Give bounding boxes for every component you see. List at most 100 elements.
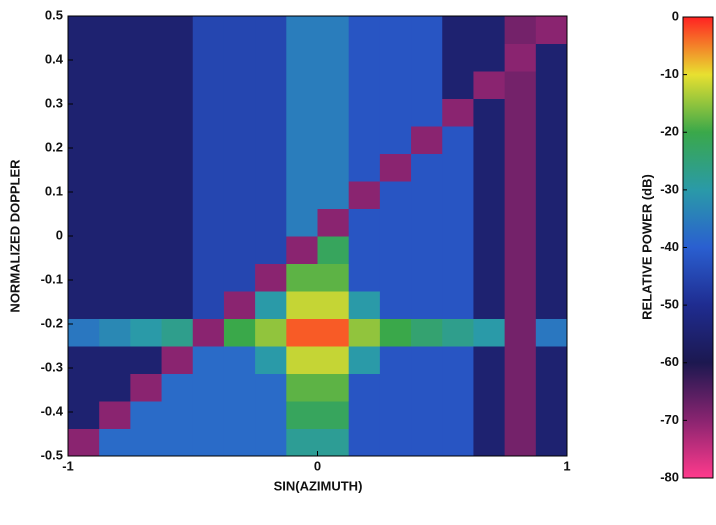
heatmap-cell xyxy=(442,346,474,374)
heatmap-cell xyxy=(318,44,350,72)
heatmap-cell xyxy=(318,264,350,292)
heatmap-cell xyxy=(349,264,381,292)
heatmap-cell xyxy=(536,374,568,402)
heatmap-cell xyxy=(130,236,162,264)
heatmap-cell xyxy=(224,374,256,402)
heatmap-cell xyxy=(224,346,256,374)
heatmap-cell xyxy=(99,291,131,319)
heatmap-cell xyxy=(380,236,412,264)
heatmap-cell xyxy=(224,209,256,237)
heatmap-cell xyxy=(411,16,443,44)
heatmap-cell xyxy=(99,209,131,237)
heatmap-cell xyxy=(380,71,412,99)
heatmap-cell xyxy=(255,236,287,264)
x-tick-label: 1 xyxy=(563,458,570,473)
colorbar xyxy=(683,17,713,478)
heatmap-cell xyxy=(255,209,287,237)
heatmap-cell xyxy=(255,99,287,127)
heatmap-cell xyxy=(162,401,194,429)
heatmap-cell xyxy=(193,99,225,127)
heatmap-cell xyxy=(536,236,568,264)
heatmap-cell xyxy=(473,401,505,429)
heatmap-cell xyxy=(130,264,162,292)
heatmap-cell xyxy=(193,126,225,154)
heatmap-cell xyxy=(380,154,412,182)
heatmap-cell xyxy=(473,16,505,44)
heatmap-cell xyxy=(536,291,568,319)
colorbar-tick-label: -80 xyxy=(660,469,679,484)
heatmap-cell xyxy=(380,429,412,457)
heatmap-cell xyxy=(286,236,318,264)
heatmap-cell xyxy=(68,99,100,127)
heatmap-cell xyxy=(505,71,537,99)
heatmap-cell xyxy=(162,16,194,44)
heatmap-cell xyxy=(68,264,100,292)
heatmap-cell xyxy=(505,401,537,429)
heatmap-cell xyxy=(380,44,412,72)
heatmap-cell xyxy=(318,374,350,402)
heatmap-cell xyxy=(411,346,443,374)
heatmap-cell xyxy=(255,401,287,429)
heatmap-cell xyxy=(99,374,131,402)
heatmap-cell xyxy=(99,16,131,44)
heatmap-cell xyxy=(162,71,194,99)
heatmap-cell xyxy=(318,126,350,154)
heatmap-cell xyxy=(318,346,350,374)
heatmap-cell xyxy=(286,154,318,182)
y-tick-label: -0.2 xyxy=(41,315,63,330)
heatmap-cell xyxy=(536,181,568,209)
heatmap-cell xyxy=(68,181,100,209)
heatmap-cell xyxy=(68,291,100,319)
y-tick-label: 0.5 xyxy=(45,7,63,22)
heatmap-cell xyxy=(286,99,318,127)
heatmap-cell xyxy=(130,429,162,457)
heatmap-cell xyxy=(130,126,162,154)
heatmap-cell xyxy=(380,291,412,319)
heatmap-cell xyxy=(162,209,194,237)
heatmap-cell xyxy=(411,401,443,429)
heatmap-cell xyxy=(255,291,287,319)
heatmap-cell xyxy=(255,126,287,154)
heatmap-cell xyxy=(411,126,443,154)
heatmap-cell xyxy=(318,71,350,99)
heatmap-cell xyxy=(286,16,318,44)
heatmap-cell xyxy=(224,291,256,319)
heatmap-cell xyxy=(255,181,287,209)
heatmap-cell xyxy=(193,374,225,402)
heatmap-cell xyxy=(411,209,443,237)
heatmap-cell xyxy=(318,209,350,237)
heatmap-cell xyxy=(99,99,131,127)
heatmap-cell xyxy=(349,99,381,127)
heatmap-cell xyxy=(380,16,412,44)
heatmap-cell xyxy=(473,264,505,292)
heatmap-cell xyxy=(349,401,381,429)
heatmap-cell xyxy=(536,154,568,182)
heatmap-cell xyxy=(68,374,100,402)
heatmap-cell xyxy=(536,209,568,237)
heatmap-cell xyxy=(349,71,381,99)
heatmap-cell xyxy=(411,319,443,347)
heatmap-cell xyxy=(255,16,287,44)
heatmap-cell xyxy=(442,401,474,429)
heatmap-cell xyxy=(68,236,100,264)
heatmap-cell xyxy=(442,236,474,264)
heatmap-cell xyxy=(380,264,412,292)
heatmap-cell xyxy=(442,44,474,72)
heatmap-cell xyxy=(224,319,256,347)
heatmap-cell xyxy=(505,264,537,292)
heatmap-cell xyxy=(130,181,162,209)
x-axis-label: SIN(AZIMUTH) xyxy=(274,478,363,493)
heatmap-cell xyxy=(505,181,537,209)
heatmap-cell xyxy=(68,71,100,99)
heatmap-cell xyxy=(99,71,131,99)
heatmap-cell xyxy=(162,236,194,264)
heatmap-cell xyxy=(411,264,443,292)
heatmap-cell xyxy=(473,319,505,347)
heatmap-cell xyxy=(318,429,350,457)
heatmap-cell xyxy=(442,291,474,319)
heatmap-cell xyxy=(224,401,256,429)
heatmap-cell xyxy=(255,429,287,457)
heatmap-cell xyxy=(473,154,505,182)
heatmap-cell xyxy=(99,181,131,209)
heatmap-cell xyxy=(224,264,256,292)
